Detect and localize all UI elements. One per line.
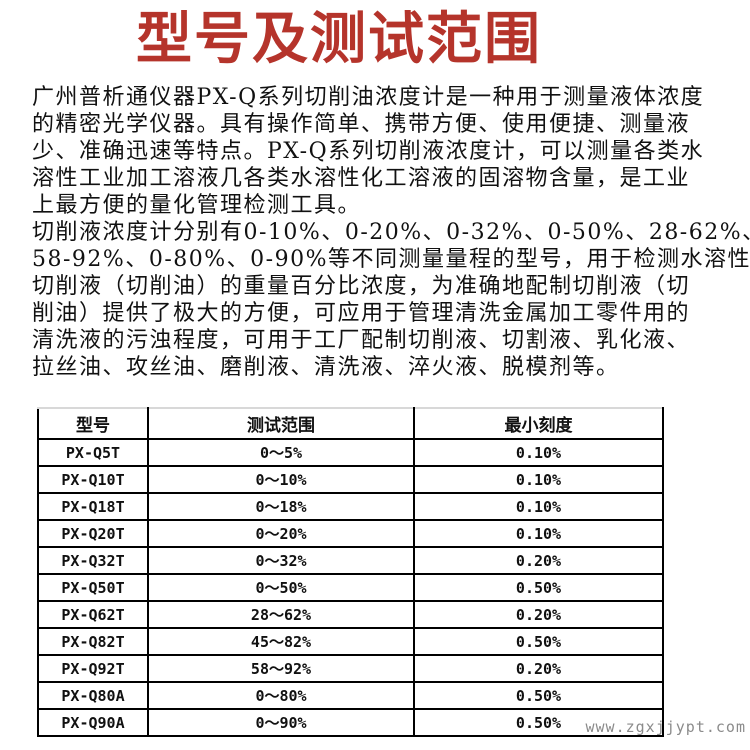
- page-title: 型号及测试范围: [136, 6, 542, 72]
- intro-line: 广州普析通仪器PX-Q系列切削油浓度计是一种用于测量液体浓度: [32, 85, 705, 110]
- table-row: PX-Q82T 45～82% 0.50%: [37, 627, 664, 656]
- cell-test-range: 58～92%: [147, 654, 415, 683]
- cell-model: PX-Q62T: [37, 600, 149, 629]
- cell-model: PX-Q90A: [37, 708, 149, 737]
- document-page: 型号及测试范围 广州普析通仪器PX-Q系列切削油浓度计是一种用于测量液体浓度 的精…: [0, 6, 750, 750]
- cell-model: PX-Q50T: [37, 573, 149, 602]
- table-row: PX-Q80A 0～80% 0.50%: [37, 681, 664, 710]
- cell-model: PX-Q18T: [37, 492, 149, 521]
- cell-model: PX-Q5T: [37, 438, 149, 467]
- spec-table-header: 型号 测试范围 最小刻度: [37, 407, 664, 440]
- cell-min-scale: 0.50%: [413, 681, 664, 710]
- cell-min-scale: 0.20%: [413, 654, 664, 683]
- cell-min-scale: 0.10%: [413, 519, 664, 548]
- column-header-model: 型号: [37, 407, 149, 440]
- table-row: PX-Q92T 58～92% 0.20%: [37, 654, 664, 683]
- table-row: PX-Q20T 0～20% 0.10%: [37, 519, 664, 548]
- cell-test-range: 0～18%: [147, 492, 415, 521]
- cell-min-scale: 0.50%: [413, 708, 664, 737]
- intro-line: 拉丝油、攻丝油、磨削液、清洗液、淬火液、脱模剂等。: [32, 355, 620, 380]
- cell-min-scale: 0.10%: [413, 465, 664, 494]
- cell-test-range: 45～82%: [147, 627, 415, 656]
- intro-line: 少、准确迅速等特点。PX-Q系列切削液浓度计，可以测量各类水: [32, 139, 705, 164]
- cell-min-scale: 0.20%: [413, 546, 664, 575]
- intro-line: 的精密光学仪器。具有操作简单、携带方便、使用便捷、测量液: [32, 112, 691, 137]
- table-row: PX-Q32T 0～32% 0.20%: [37, 546, 664, 575]
- cell-model: PX-Q32T: [37, 546, 149, 575]
- column-header-test-range: 测试范围: [147, 407, 415, 440]
- intro-line: 58-92%、0-80%、0-90%等不同测量量程的型号，用于检测水溶性: [32, 247, 750, 272]
- intro-line: 清洗液的污浊程度，可用于工厂配制切削液、切割液、乳化液、: [32, 328, 691, 353]
- table-row: PX-Q50T 0～50% 0.50%: [37, 573, 664, 602]
- cell-test-range: 0～20%: [147, 519, 415, 548]
- column-header-min-scale: 最小刻度: [413, 407, 664, 440]
- cell-model: PX-Q80A: [37, 681, 149, 710]
- cell-min-scale: 0.50%: [413, 627, 664, 656]
- table-row: PX-Q5T 0～5% 0.10%: [37, 438, 664, 467]
- cell-model: PX-Q20T: [37, 519, 149, 548]
- cell-test-range: 0～50%: [147, 573, 415, 602]
- cell-test-range: 0～90%: [147, 708, 415, 737]
- cell-test-range: 0～5%: [147, 438, 415, 467]
- intro-line: 切削液浓度计分别有0-10%、0-20%、0-32%、0-50%、28-62%、: [32, 220, 750, 245]
- cell-test-range: 0～32%: [147, 546, 415, 575]
- cell-test-range: 0～80%: [147, 681, 415, 710]
- table-row: PX-Q18T 0～18% 0.10%: [37, 492, 664, 521]
- watermark: www.zgxjjypt.com: [585, 718, 746, 736]
- cell-test-range: 0～10%: [147, 465, 415, 494]
- intro-line: 削油）提供了极大的方便，可应用于管理清洗金属加工零件用的: [32, 301, 691, 326]
- cell-model: PX-Q10T: [37, 465, 149, 494]
- cell-min-scale: 0.10%: [413, 438, 664, 467]
- intro-line: 溶性工业加工溶液几各类水溶性化工溶液的固溶物含量，是工业: [32, 166, 691, 191]
- cell-model: PX-Q82T: [37, 627, 149, 656]
- cell-test-range: 28～62%: [147, 600, 415, 629]
- table-row: PX-Q62T 28～62% 0.20%: [37, 600, 664, 629]
- intro-line: 切削液（切削油）的重量百分比浓度，为准确地配制切削液（切: [32, 274, 691, 299]
- spec-table-body: PX-Q5T 0～5% 0.10% PX-Q10T 0～10% 0.10% PX-Q18T 0…: [37, 438, 664, 737]
- table-row: PX-Q90A 0～90% 0.50%: [37, 708, 664, 737]
- intro-line: 上最方便的量化管理检测工具。: [32, 193, 362, 218]
- cell-min-scale: 0.20%: [413, 600, 664, 629]
- spec-table: 型号 测试范围 最小刻度 PX-Q5T 0～5% 0.10% PX-Q10T 0～10% 0.…: [37, 407, 664, 737]
- intro-paragraph-2: 切削液浓度计分别有0-10%、0-20%、0-32%、0-50%、28-62%、…: [32, 219, 750, 381]
- table-row: PX-Q10T 0～10% 0.10%: [37, 465, 664, 494]
- table-header-row: 型号 测试范围 最小刻度: [37, 407, 664, 440]
- intro-text: 广州普析通仪器PX-Q系列切削油浓度计是一种用于测量液体浓度 的精密光学仪器。具有…: [0, 84, 750, 381]
- cell-min-scale: 0.50%: [413, 573, 664, 602]
- cell-model: PX-Q92T: [37, 654, 149, 683]
- cell-min-scale: 0.10%: [413, 492, 664, 521]
- intro-paragraph-1: 广州普析通仪器PX-Q系列切削油浓度计是一种用于测量液体浓度 的精密光学仪器。具有…: [32, 84, 720, 219]
